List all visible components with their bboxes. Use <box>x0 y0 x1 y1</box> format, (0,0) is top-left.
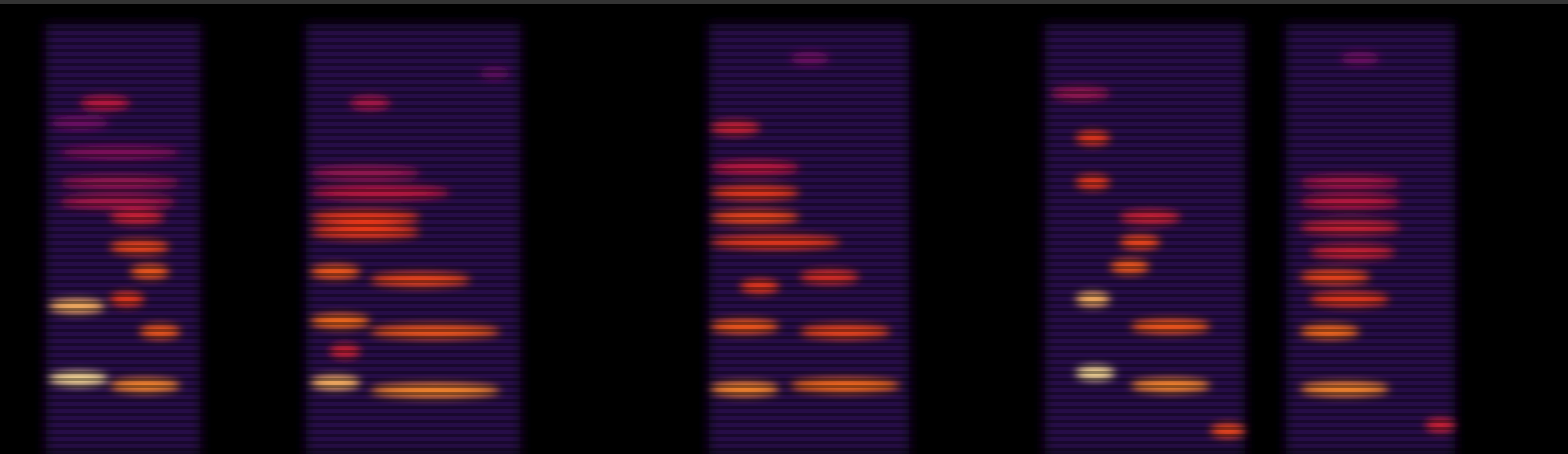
background <box>0 0 1568 454</box>
top-bar <box>0 0 1568 4</box>
plot-area <box>0 4 1568 454</box>
spectrogram <box>0 0 1568 454</box>
striation-overlay <box>0 4 1568 454</box>
spectrogram-root <box>0 0 1568 454</box>
